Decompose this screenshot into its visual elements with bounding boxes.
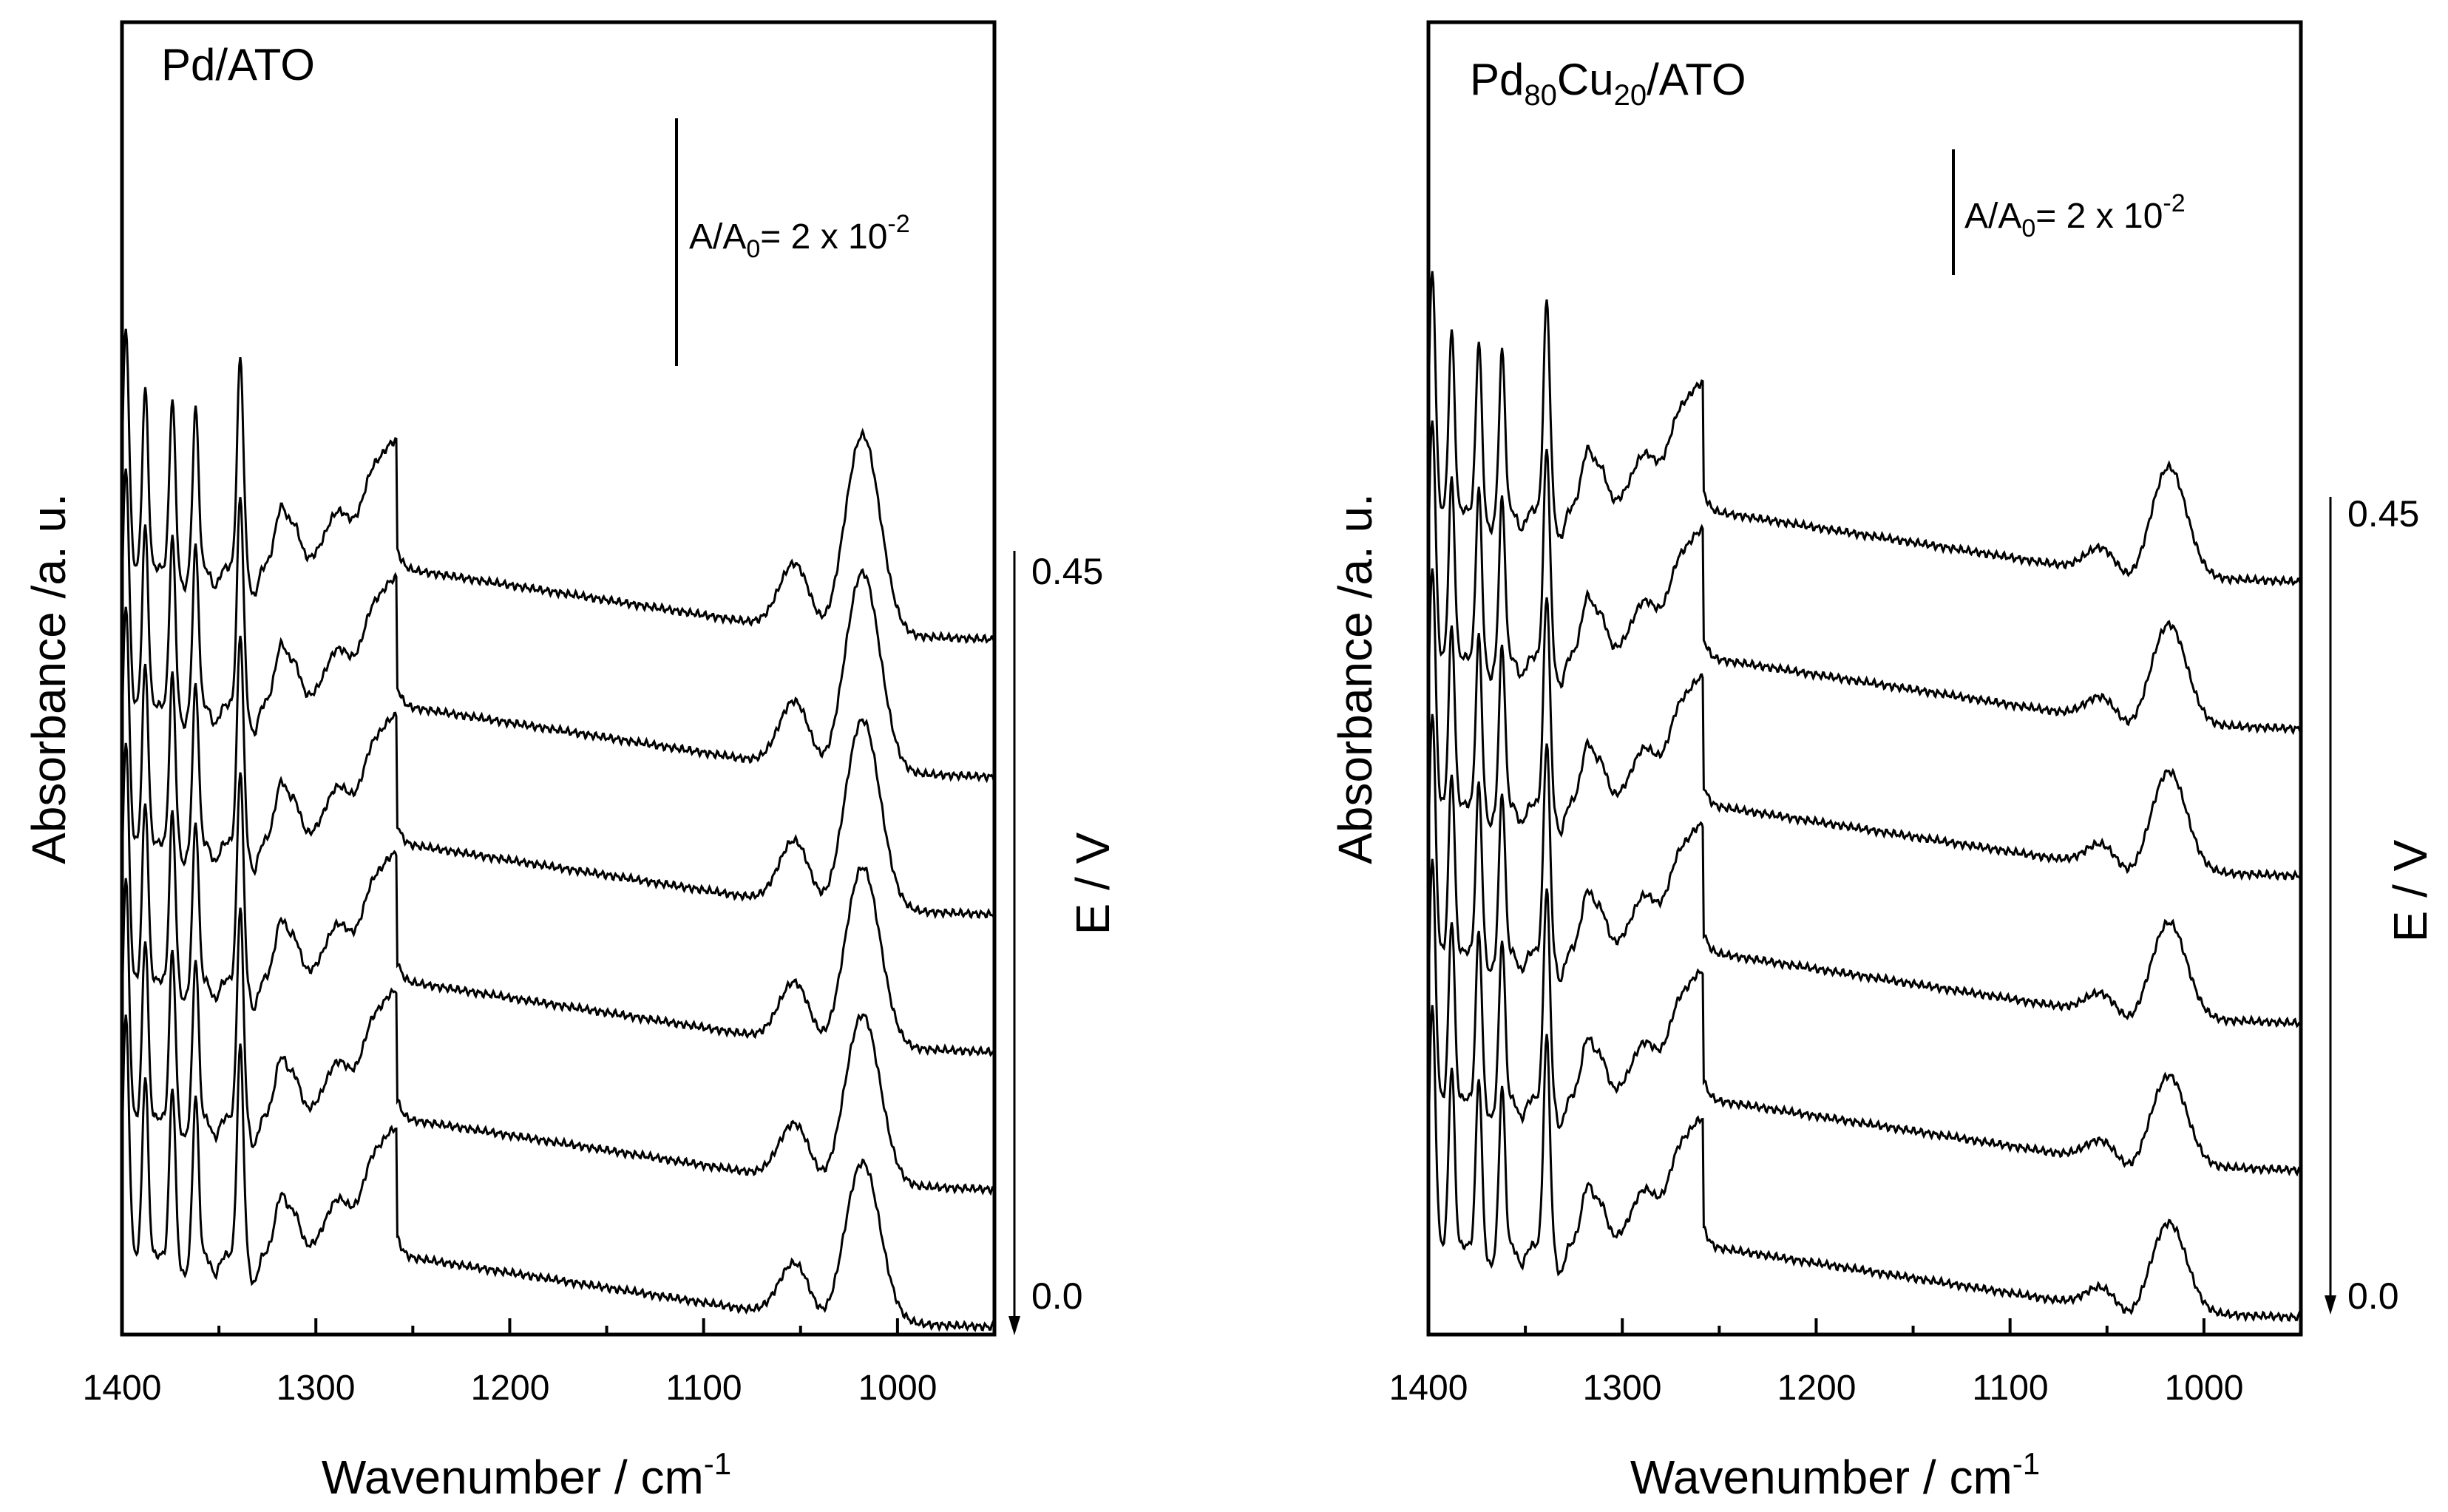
potential-top-label: 0.45 — [1031, 551, 1103, 592]
potential-bottom-label: 0.0 — [2347, 1275, 2399, 1317]
panel-pdcu-ato: Pd80Cu20/ATO A/A0= 2 x 10-2 1400 1300 12… — [1329, 20, 2437, 1504]
spectrum-line-6 — [1427, 1005, 2302, 1323]
spectrum-line-3 — [1427, 568, 2302, 881]
x-ticks — [121, 1318, 996, 1335]
panel-pd-ato: Pd/ATO A/A0= 2 x 10-2 1400 1300 1200 110… — [22, 20, 1119, 1504]
x-tick-label: 1200 — [471, 1369, 550, 1408]
x-axis-title: Wavenumber / cm-1 — [1630, 1446, 2040, 1504]
spectrum-line-1 — [1427, 271, 2302, 587]
potential-axis-title: E / V — [2384, 839, 2437, 942]
potential-arrow-head — [2325, 1295, 2336, 1315]
panel-title: Pd80Cu20/ATO — [1470, 55, 1746, 112]
spectrum-line-4 — [121, 742, 995, 1057]
panel-title: Pd/ATO — [161, 40, 315, 89]
x-tick-label: 1000 — [2165, 1369, 2244, 1408]
x-tick-label: 1400 — [1389, 1369, 1468, 1408]
potential-bottom-label: 0.0 — [1031, 1275, 1083, 1317]
spectrum-line-4 — [1427, 713, 2302, 1028]
potential-top-label: 0.45 — [2347, 493, 2419, 535]
spectrum-line-6 — [121, 1014, 996, 1332]
spectrum-line-5 — [121, 878, 996, 1196]
spectrum-line-1 — [121, 328, 996, 645]
spectrum-line-3 — [121, 606, 995, 920]
x-tick-label: 1300 — [277, 1369, 356, 1408]
x-tick-label: 1400 — [83, 1369, 162, 1408]
x-axis-title: Wavenumber / cm-1 — [322, 1446, 731, 1504]
scale-bar-label: A/A0= 2 x 10-2 — [689, 210, 910, 263]
x-tick-label: 1000 — [858, 1369, 938, 1408]
x-ticks — [1427, 1318, 2302, 1335]
x-tick-label: 1300 — [1583, 1369, 1662, 1408]
x-tick-label: 1100 — [1972, 1369, 2048, 1408]
plot-frame — [120, 20, 997, 1337]
spectrum-line-2 — [121, 468, 996, 784]
x-tick-label: 1100 — [665, 1369, 742, 1408]
plot-frame — [1426, 20, 2303, 1337]
y-axis-title: Absorbance /a. u. — [22, 493, 75, 864]
potential-arrow-head — [1008, 1316, 1020, 1335]
y-axis-title: Absorbance /a. u. — [1329, 493, 1382, 864]
spectrum-line-5 — [1427, 858, 2302, 1177]
scale-bar-label: A/A0= 2 x 10-2 — [1964, 189, 2186, 243]
spectrum-line-2 — [1427, 420, 2302, 736]
potential-axis-title: E / V — [1066, 832, 1119, 935]
x-tick-label: 1200 — [1777, 1369, 1857, 1408]
